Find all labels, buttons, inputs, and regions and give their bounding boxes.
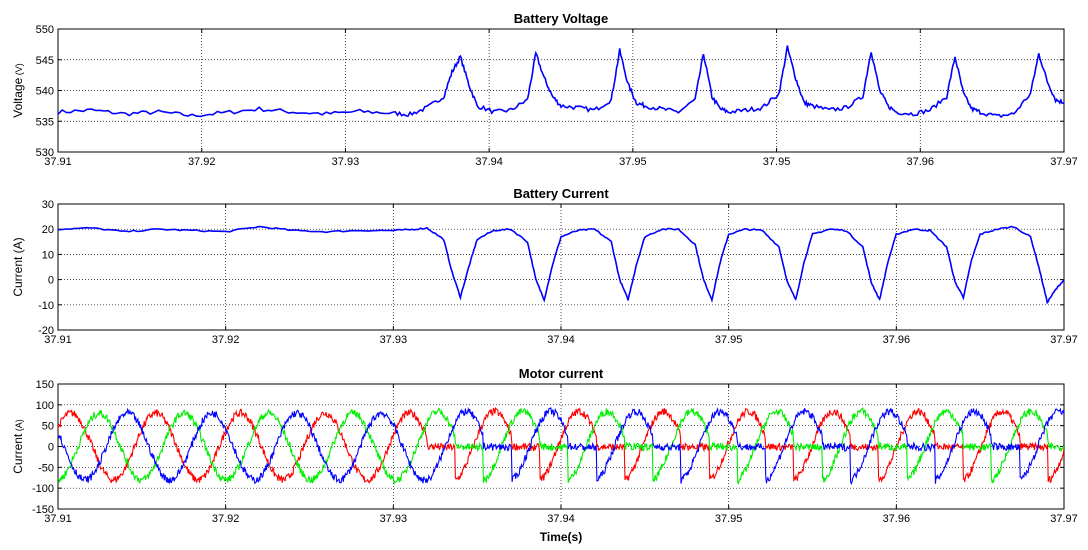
x-tick-label: 37.93 <box>332 156 360 168</box>
x-tick-label: 37.93 <box>380 334 408 346</box>
y-axis-unit: (A) <box>14 419 24 434</box>
y-tick-label: 530 <box>36 147 54 159</box>
chart-panel-3: Motor current 37.91 37.92 37.93 37.94 37.95 37… <box>11 366 1078 544</box>
y-tick-label: 540 <box>36 86 54 98</box>
plot-area <box>57 28 1065 153</box>
y-tick-label: -100 <box>32 483 54 495</box>
y-tick-label: 150 <box>36 379 54 391</box>
series-line-2 <box>58 406 1064 486</box>
x-tick-label: 37.97 <box>1050 334 1078 346</box>
chart-title: Battery Current <box>513 186 609 201</box>
y-tick-label: 535 <box>36 116 54 128</box>
y-tick-label: 10 <box>42 249 54 261</box>
x-tick-label: 37.94 <box>547 513 575 525</box>
series-line-1 <box>58 406 1064 484</box>
x-tick-label: 37.95 <box>715 513 743 525</box>
x-tick-label: 37.92 <box>212 334 240 346</box>
x-tick-label: 37.94 <box>547 334 575 346</box>
y-axis-label: Voltage (V) <box>11 63 25 118</box>
x-tick-label: 37.95 <box>763 156 791 168</box>
series-line-3 <box>58 407 1064 486</box>
y-tick-label: 550 <box>36 24 54 36</box>
y-tick-label: 0 <box>48 275 54 287</box>
x-axis-label: Time(s) <box>540 530 582 544</box>
y-tick-label: 30 <box>42 199 54 211</box>
y-axis-unit: (V) <box>14 63 24 78</box>
chart-panel-2: Battery Current 37.91 37.92 37.93 37.94 37.95… <box>11 186 1078 346</box>
x-tick-label: 37.96 <box>883 334 911 346</box>
series-line-1 <box>58 45 1064 119</box>
x-tick-label: 37.94 <box>475 156 503 168</box>
y-tick-label: 20 <box>42 224 54 236</box>
x-tick-label: 37.96 <box>907 156 935 168</box>
x-tick-label: 37.93 <box>380 513 408 525</box>
y-tick-label: 50 <box>42 421 54 433</box>
charts: Battery Voltage 37.91 37.92 37.93 37.94 37.95… <box>11 11 1078 544</box>
y-tick-label: -150 <box>32 504 54 516</box>
x-tick-label: 37.91 <box>44 334 72 346</box>
x-tick-label: 37.91 <box>44 513 72 525</box>
y-axis-label: Current (A) <box>11 237 25 296</box>
y-tick-label: -20 <box>38 325 54 337</box>
x-tick-label: 37.97 <box>1050 156 1078 168</box>
chart-title: Motor current <box>519 366 604 381</box>
y-tick-label: 545 <box>36 55 54 67</box>
x-tick-label: 37.96 <box>883 513 911 525</box>
x-tick-label: 37.95 <box>715 334 743 346</box>
y-tick-label: 0 <box>48 442 54 454</box>
x-tick-label: 37.97 <box>1050 513 1078 525</box>
y-tick-label: 100 <box>36 400 54 412</box>
x-tick-label: 37.92 <box>188 156 216 168</box>
y-tick-label: -50 <box>38 462 54 474</box>
x-tick-label: 37.91 <box>44 156 72 168</box>
series-line-1 <box>58 225 1064 305</box>
chart-title: Battery Voltage <box>514 11 608 26</box>
chart-panel-1: Battery Voltage 37.91 37.92 37.93 37.94 37.95… <box>11 11 1078 168</box>
x-tick-label: 37.92 <box>212 513 240 525</box>
x-tick-label: 37.95 <box>619 156 647 168</box>
y-tick-label: -10 <box>38 300 54 312</box>
y-axis-label: Current (A) <box>11 419 25 474</box>
